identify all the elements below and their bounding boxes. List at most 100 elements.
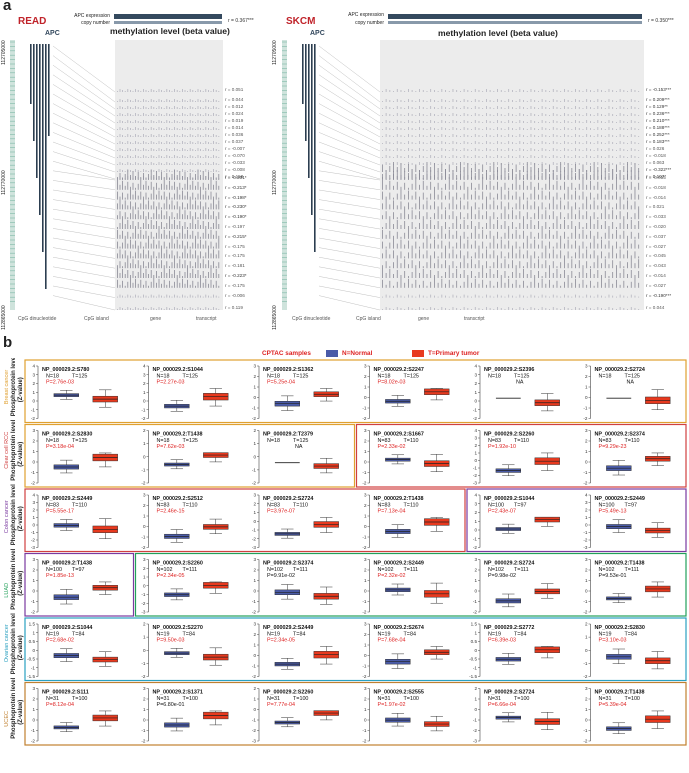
read-beta-bar <box>184 272 186 278</box>
read-beta-bar <box>176 201 178 210</box>
read-beta-bar <box>143 246 144 249</box>
y-tick-label: -3 <box>473 739 478 744</box>
skcm-beta-bar <box>389 204 391 210</box>
y-tick-label: -1 <box>31 407 36 412</box>
skcm-beta-bar <box>389 269 391 278</box>
read-beta-bar <box>205 276 207 278</box>
skcm-beta-bar <box>593 108 595 109</box>
y-tick-label: -1 <box>473 665 478 670</box>
skcm-r-value: r = 0.209*** <box>646 97 670 102</box>
read-beta-bar <box>127 106 129 109</box>
skcm-beta-bar <box>512 283 513 288</box>
skcm-beta-bar <box>422 204 424 210</box>
skcm-beta-bar <box>452 261 454 269</box>
skcm-beta-bar <box>389 219 391 229</box>
read-beta-bar <box>156 108 157 109</box>
read-beta-bar <box>158 187 160 190</box>
skcm-beta-bar <box>482 268 484 278</box>
read-beta-bar <box>127 99 129 102</box>
skcm-beta-bar <box>593 224 595 229</box>
p-value: P=2.76e-03 <box>46 380 74 386</box>
read-beta-bar <box>140 309 142 310</box>
read-beta-bar <box>202 91 204 92</box>
skcm-beta-bar <box>426 101 428 102</box>
read-beta-bar <box>132 209 134 220</box>
read-r-value: r = 0.119 <box>225 305 243 310</box>
tumor-count: T=125 <box>183 438 198 444</box>
skcm-connector <box>318 122 381 152</box>
skcm-beta-bar <box>430 231 432 239</box>
skcm-beta-bar <box>556 128 558 130</box>
read-beta-bar <box>166 173 168 180</box>
read-beta-bar <box>153 213 155 220</box>
read-beta-bar <box>127 127 129 130</box>
skcm-beta-bar <box>549 91 550 92</box>
skcm-beta-bar <box>437 168 439 172</box>
y-tick-label: 0 <box>253 653 256 658</box>
read-beta-bar <box>124 224 126 229</box>
skcm-beta-bar <box>515 115 517 116</box>
skcm-beta-bar <box>408 99 409 102</box>
read-beta-bar <box>174 141 175 144</box>
skcm-beta-bar <box>582 296 584 298</box>
read-beta-bar <box>169 180 170 190</box>
read-beta-bar <box>184 114 186 116</box>
skcm-beta-bar <box>545 195 547 200</box>
skcm-beta-bar <box>578 114 580 116</box>
skcm-beta-bar <box>422 242 424 249</box>
skcm-beta-bar <box>604 244 606 249</box>
skcm-beta-bar <box>515 229 517 239</box>
skcm-beta-bar <box>612 114 614 116</box>
read-beta-bar <box>210 150 212 151</box>
skcm-beta-bar <box>434 121 435 123</box>
skcm-beta-bar <box>593 235 595 239</box>
phosphosite-label: NP_000029.2:T1438 <box>595 561 645 567</box>
skcm-beta-bar <box>515 227 517 229</box>
read-transcript <box>48 44 50 136</box>
read-beta-bar <box>205 252 207 259</box>
read-beta-bar <box>210 115 212 116</box>
read-beta-bar <box>200 90 201 92</box>
skcm-beta-bar <box>597 113 599 116</box>
skcm-beta-bar <box>456 192 458 200</box>
skcm-beta-bar <box>556 163 558 165</box>
skcm-beta-bar <box>619 284 621 288</box>
skcm-beta-bar <box>441 187 443 190</box>
read-beta-bar <box>163 179 165 190</box>
skcm-beta-bar <box>434 142 435 144</box>
y-tick-label: -1 <box>473 466 478 471</box>
skcm-beta-bar <box>515 91 517 92</box>
read-beta-bar <box>195 136 196 137</box>
skcm-beta-bar <box>526 235 528 239</box>
read-beta-bar <box>184 149 186 151</box>
read-beta-bar <box>148 129 149 130</box>
skcm-beta-bar <box>582 129 584 130</box>
skcm-beta-bar <box>456 308 458 310</box>
skcm-connector <box>318 285 381 298</box>
read-beta-bar <box>184 222 186 229</box>
skcm-beta-bar <box>519 148 521 151</box>
read-beta-bar <box>166 184 168 190</box>
skcm-beta-bar <box>482 129 484 130</box>
read-beta-bar <box>163 171 165 172</box>
read-beta-bar <box>150 127 152 130</box>
skcm-beta-bar <box>623 114 625 116</box>
skcm-beta-bar <box>593 185 595 190</box>
skcm-beta-bar <box>627 122 628 123</box>
skcm-beta-bar <box>460 212 461 220</box>
read-beta-bar <box>218 296 220 298</box>
phosphosite-label: NP_000029.2:S2260 <box>484 432 534 438</box>
skcm-beta-bar <box>452 134 454 137</box>
skcm-beta-bar <box>541 148 543 151</box>
skcm-beta-bar <box>434 277 435 288</box>
read-beta-bar <box>215 280 217 288</box>
read-beta-bar <box>145 280 147 288</box>
skcm-beta-bar <box>500 251 502 259</box>
skcm-heading: methylation level (beta value) <box>438 28 558 38</box>
skcm-beta-bar <box>545 121 547 123</box>
read-beta-bar <box>127 141 129 144</box>
skcm-beta-bar <box>515 279 517 288</box>
normal-count: N=102 <box>488 567 504 573</box>
read-beta-bar <box>179 115 181 116</box>
skcm-beta-bar <box>538 143 539 144</box>
